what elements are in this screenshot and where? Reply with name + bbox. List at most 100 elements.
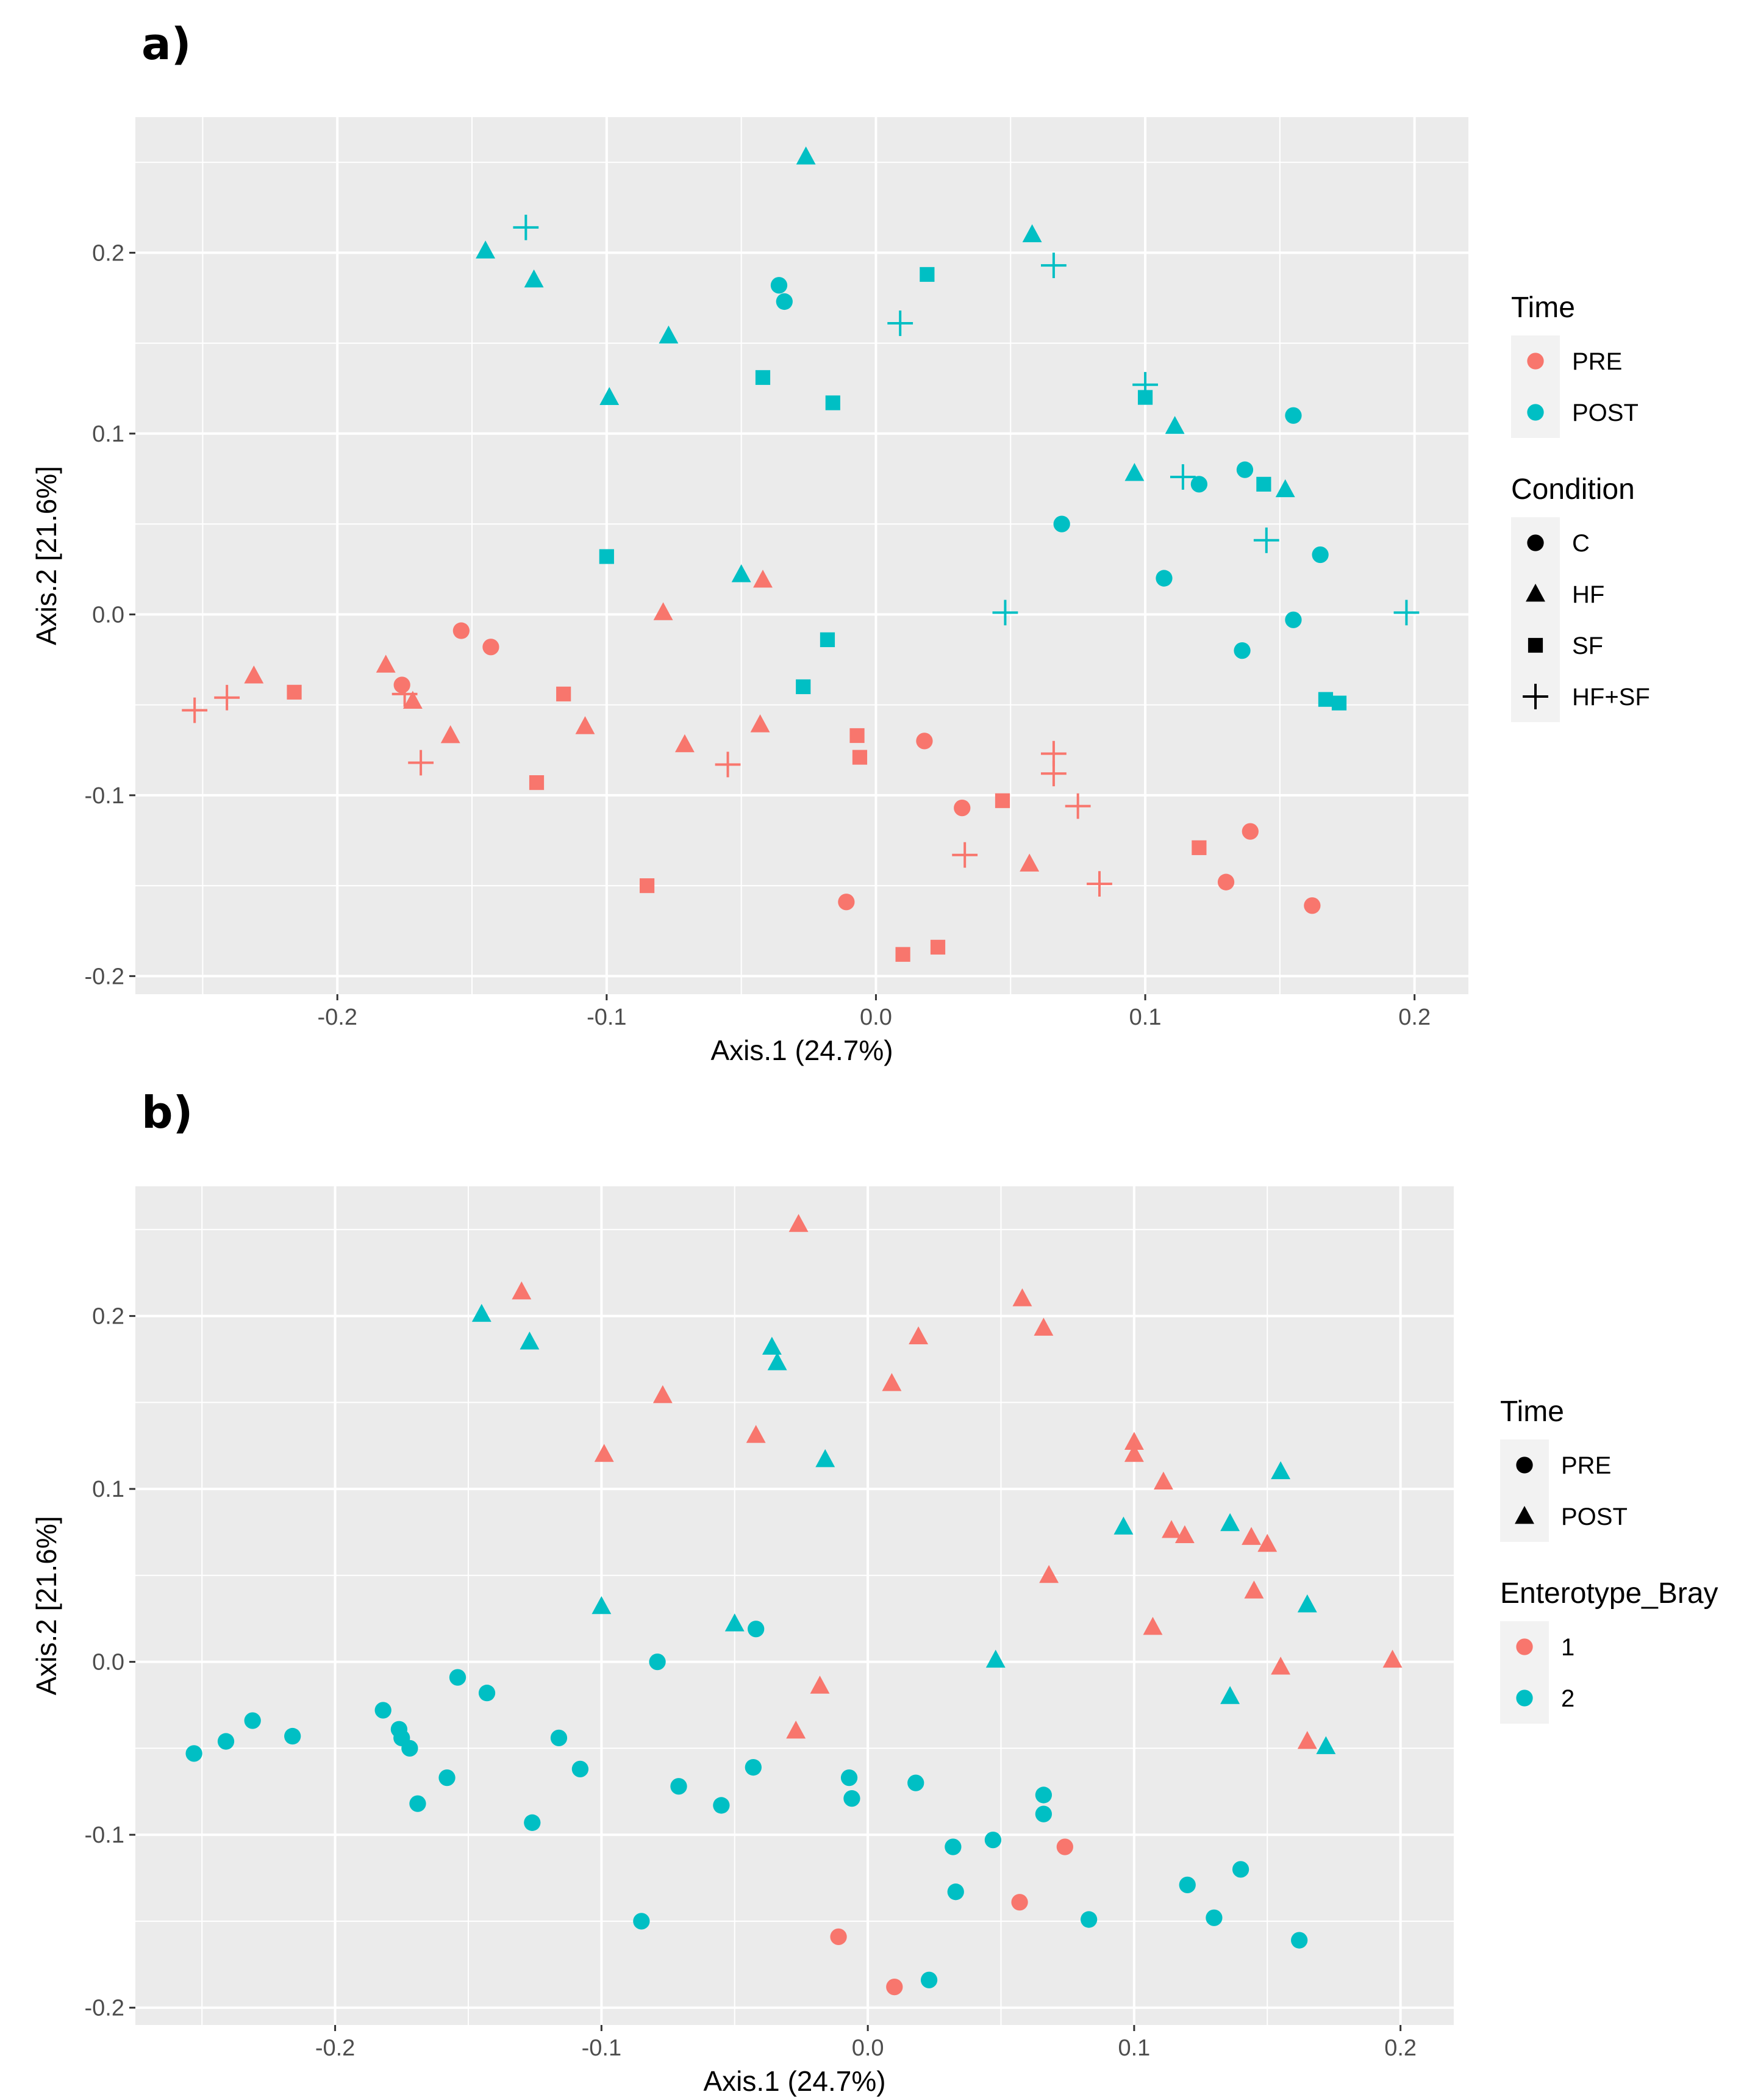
data-point <box>995 793 1010 808</box>
legend-key-background <box>1500 1621 1549 1724</box>
data-point <box>1234 642 1251 659</box>
data-point <box>916 733 933 750</box>
data-point <box>755 370 771 385</box>
series-pre-sf <box>287 684 1207 962</box>
data-point <box>992 600 1018 626</box>
data-point <box>556 686 571 701</box>
data-point <box>513 214 539 240</box>
data-point <box>520 1331 540 1350</box>
data-point <box>731 564 751 582</box>
data-point <box>599 387 620 405</box>
data-point <box>1065 793 1091 819</box>
legend-key-circle <box>1516 1638 1533 1655</box>
y-tick-label: 0.0 <box>92 1650 124 1675</box>
legend-key-background <box>1511 335 1560 438</box>
data-point <box>1220 1513 1240 1532</box>
data-point <box>820 632 835 647</box>
data-point <box>1143 1616 1163 1635</box>
x-tick-label: -0.2 <box>315 2035 355 2061</box>
data-point <box>440 725 460 744</box>
data-point <box>550 1729 568 1747</box>
data-point <box>1011 1894 1028 1911</box>
data-point <box>750 714 770 733</box>
data-point <box>1113 1516 1134 1535</box>
data-point <box>753 569 773 588</box>
x-tick-label: -0.1 <box>582 2035 621 2061</box>
data-point <box>1242 1527 1262 1545</box>
data-point <box>1220 1686 1240 1704</box>
series-post-sf <box>599 267 1347 711</box>
data-point <box>947 1883 964 1901</box>
data-point <box>767 1352 787 1371</box>
data-point <box>401 1740 418 1757</box>
legend-key-circle <box>1527 404 1544 421</box>
data-point <box>1022 224 1042 243</box>
data-point <box>1256 476 1271 492</box>
x-tick-label: -0.1 <box>587 1005 626 1030</box>
data-point <box>1297 1731 1317 1749</box>
data-point <box>1217 873 1235 891</box>
data-point <box>1312 546 1329 564</box>
data-point <box>452 622 470 639</box>
series-post-hf-sf <box>513 214 1420 626</box>
x-axis-title: Axis.1 (24.7%) <box>703 2065 885 2097</box>
data-point <box>482 639 499 656</box>
data-point <box>886 1978 903 1996</box>
legend-title: Enterotype_Bray <box>1500 1577 1718 1610</box>
data-point <box>715 751 741 778</box>
data-point <box>1206 1909 1223 1926</box>
data-point <box>1190 476 1208 493</box>
data-point <box>1285 407 1302 424</box>
data-point <box>825 395 840 410</box>
legend-key-background <box>1500 1439 1549 1542</box>
data-point <box>649 1653 666 1671</box>
data-point <box>895 947 910 962</box>
panel-a-plot: -0.2 -0.1 0.0 0.1 0.2 0.2 0.1 0.0 -0.1 -0.2 Axis.1… <box>30 117 1650 1066</box>
data-point <box>214 684 240 711</box>
y-tick-label: -0.1 <box>85 1822 124 1848</box>
data-point <box>849 728 865 744</box>
legend-item-label: C <box>1572 530 1590 557</box>
x-axis-title: Axis.1 (24.7%) <box>710 1034 893 1066</box>
data-point <box>1331 695 1347 711</box>
legend-title: Time <box>1500 1396 1564 1428</box>
data-point <box>796 679 811 695</box>
data-point <box>815 1449 835 1467</box>
data-point <box>1153 1471 1173 1490</box>
y-tick-label: 0.2 <box>92 1304 124 1330</box>
y-tick-label: 0.0 <box>92 602 124 628</box>
data-point <box>852 750 868 765</box>
data-point <box>882 1373 902 1391</box>
data-point <box>952 842 978 868</box>
legend-title: Time <box>1511 292 1575 324</box>
data-point <box>571 1760 589 1778</box>
data-point <box>788 1214 809 1232</box>
data-point <box>449 1669 466 1686</box>
data-point <box>244 665 264 684</box>
legend-key-square <box>1528 637 1543 653</box>
data-point <box>840 1769 858 1786</box>
data-point <box>1232 1861 1249 1878</box>
data-point <box>1124 1432 1144 1450</box>
data-point <box>182 697 208 723</box>
y-tick-label: -0.2 <box>85 1996 124 2021</box>
data-point <box>476 240 496 259</box>
data-point <box>1132 371 1158 398</box>
data-point <box>838 894 855 911</box>
data-point <box>1192 840 1207 855</box>
data-point <box>1035 1805 1053 1822</box>
data-point <box>376 654 396 673</box>
data-point <box>907 1774 924 1791</box>
data-point <box>920 1971 938 1988</box>
data-point <box>408 750 434 776</box>
data-point <box>1318 692 1334 707</box>
data-point <box>524 269 544 288</box>
data-point <box>945 1838 962 1855</box>
legend-item-label: PRE <box>1572 348 1622 375</box>
x-tick-label: 0.2 <box>1384 2035 1417 2061</box>
legend-item-label: HF <box>1572 581 1604 608</box>
series-post-2 <box>471 1303 1336 1754</box>
data-point <box>930 939 946 955</box>
data-point <box>1162 1520 1181 1538</box>
legend-key-circle <box>1527 353 1544 370</box>
